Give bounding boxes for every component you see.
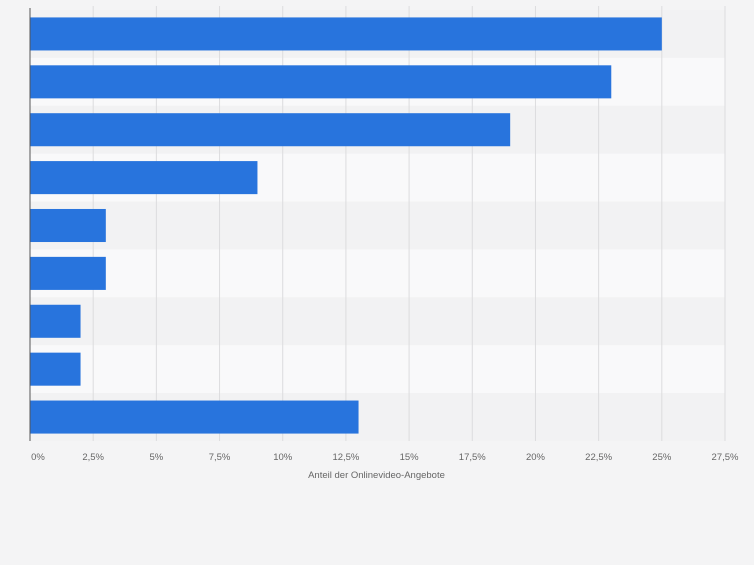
row-band	[30, 345, 725, 394]
x-tick-label: 10%	[273, 452, 293, 463]
x-tick-label: 27,5%	[712, 452, 739, 463]
bar	[30, 208, 106, 243]
x-tick-label: 5%	[149, 452, 163, 463]
bar	[30, 304, 81, 338]
bar	[30, 113, 511, 147]
x-tick-label: 22,5%	[585, 452, 612, 463]
x-tick-label: 0%	[31, 452, 45, 463]
row-band	[30, 249, 725, 298]
x-tick-label: 15%	[400, 452, 420, 463]
x-tick-labels: 0% 2,5% 5% 7,5% 10% 12,5% 15% 17,5% 20% 22,5% 25% 2…	[31, 452, 739, 463]
bar	[30, 352, 81, 386]
x-tick-label: 12,5%	[332, 452, 359, 463]
x-tick-label: 17,5%	[459, 452, 486, 463]
x-tick-label: 25%	[652, 452, 672, 463]
x-tick-label: 20%	[526, 452, 546, 463]
x-axis-title: Anteil der Onlinevideo-Angebote	[308, 470, 445, 481]
x-tick-label: 7,5%	[209, 452, 231, 463]
bar	[30, 161, 258, 195]
bar	[30, 65, 612, 99]
row-band	[30, 297, 725, 346]
x-tick-label: 2,5%	[82, 452, 104, 463]
row-band	[30, 201, 725, 250]
bar	[30, 256, 106, 290]
bar	[30, 400, 359, 434]
bars	[30, 17, 662, 434]
bar	[30, 17, 662, 51]
